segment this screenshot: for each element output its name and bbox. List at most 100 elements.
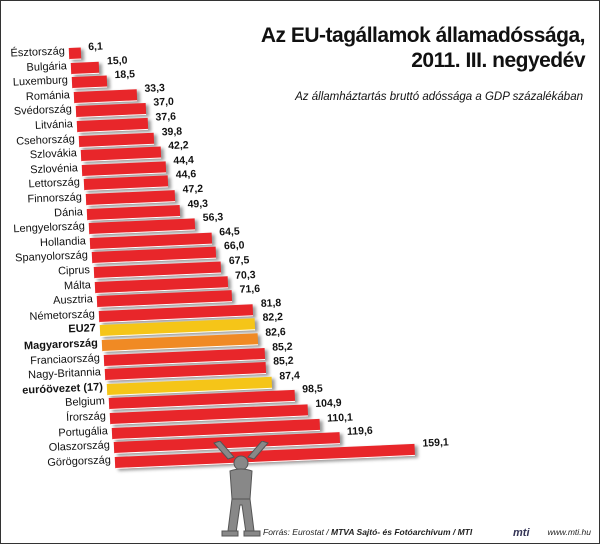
category-label: Észtország <box>10 45 66 60</box>
bar-row: Csehország 39,8 <box>16 125 182 149</box>
bar-row: Belgium 98,5 <box>64 383 323 411</box>
value-label: 85,2 <box>271 340 293 354</box>
bar-row: Hollandia 64,5 <box>40 225 240 251</box>
value-label: 85,2 <box>273 354 295 368</box>
bar-row: Franciaország 85,2 <box>30 340 293 368</box>
bar-row: Lengyelország 56,3 <box>13 211 223 236</box>
bar <box>75 103 146 119</box>
category-label: Nagy-Britannia <box>28 366 102 382</box>
bar <box>81 161 167 177</box>
bar <box>88 218 196 236</box>
bar <box>85 190 175 206</box>
bar-row: Svédország 37,0 <box>13 96 174 119</box>
bar-row: EU27 82,2 <box>68 311 284 338</box>
bar-row: Olaszország 119,6 <box>48 425 373 455</box>
source-credit: Forrás: Eurostat / MTVA Sajtó- és Fotóar… <box>263 527 472 537</box>
mti-logo: mti <box>513 527 530 539</box>
bar-row: Görögország 159,1 <box>47 436 449 470</box>
bar-row: Luxemburg 18,5 <box>13 68 136 90</box>
value-label: 33,3 <box>144 81 166 95</box>
category-label: Málta <box>64 278 92 292</box>
category-label: Finnország <box>26 191 82 206</box>
value-label: 44,4 <box>173 153 195 167</box>
value-label: 110,1 <box>326 411 353 425</box>
bar <box>80 146 161 163</box>
category-label: Románia <box>25 88 71 103</box>
category-label: Ausztria <box>52 293 94 308</box>
bar-row: Lettország 44,6 <box>28 168 196 192</box>
value-label: 44,6 <box>175 168 197 182</box>
bar-row: Ausztria 71,6 <box>53 283 260 309</box>
value-label: 47,2 <box>181 182 203 196</box>
bar-row: Spanyolország 66,0 <box>15 240 245 265</box>
category-label: Bulgária <box>25 59 67 74</box>
bar <box>72 75 108 90</box>
category-label: Magyarország <box>23 337 99 353</box>
bar-row: Magyarország 82,6 <box>24 326 286 353</box>
category-label: Lettország <box>28 176 80 191</box>
title-line-2: 2011. III. negyedév <box>411 49 585 72</box>
source-agency: MTVA Sajtó- és Fotóarchívum / MTI <box>331 527 473 537</box>
category-label: Belgium <box>64 395 105 410</box>
category-label: Írország <box>66 410 107 424</box>
category-label: Lengyelország <box>12 220 85 236</box>
category-label: Hollandia <box>40 234 87 249</box>
bar <box>83 175 169 192</box>
value-label: 87,4 <box>279 369 300 383</box>
category-label: Németország <box>28 307 95 323</box>
value-label: 6,1 <box>87 40 104 54</box>
category-label: Csehország <box>15 132 76 148</box>
value-label: 98,5 <box>301 383 323 396</box>
value-label: 70,3 <box>235 268 257 282</box>
value-label: 18,5 <box>114 68 136 82</box>
value-label: 119,6 <box>346 424 373 439</box>
value-label: 49,3 <box>187 197 209 211</box>
bar <box>78 132 155 148</box>
category-label: Olaszország <box>48 439 110 455</box>
bar-row: Németország 81,8 <box>29 297 281 324</box>
value-label: 42,2 <box>167 139 189 153</box>
bar-row: euróövezet (17) 87,4 <box>22 369 300 397</box>
category-label: EU27 <box>68 322 97 336</box>
category-label: Svédország <box>13 103 72 119</box>
bar-chart: Észtország 6,1 Bulgária 15,0 Luxemburg 18,5 Ro… <box>1 1 599 481</box>
bar <box>73 89 137 104</box>
category-label: euróövezet (17) <box>21 380 104 397</box>
value-label: 56,3 <box>202 211 224 225</box>
bar-row: Nagy-Britannia 85,2 <box>28 355 294 382</box>
bar-row: Dánia 49,3 <box>54 197 208 222</box>
bar-row: Bulgária 15,0 <box>26 54 127 76</box>
category-label: Ciprus <box>57 264 90 278</box>
category-label: Spanyolország <box>14 249 89 265</box>
bar <box>86 204 181 221</box>
bar-row: Litvánia 37,6 <box>35 111 176 134</box>
title-line-1: Az EU-tagállamok államadóssága, <box>260 24 586 47</box>
website-url[interactable]: www.mti.hu <box>547 527 591 537</box>
category-label: Litvánia <box>34 118 74 132</box>
value-label: 82,2 <box>262 311 284 325</box>
category-label: Dánia <box>54 205 84 220</box>
value-label: 104,9 <box>315 396 343 411</box>
category-label: Portugália <box>58 424 109 439</box>
category-label: Luxemburg <box>12 74 69 89</box>
value-label: 39,8 <box>161 125 183 138</box>
value-label: 82,6 <box>265 325 287 339</box>
bar-row: Szlovénia 44,4 <box>30 154 194 178</box>
bar-row: Szlovákia 42,2 <box>29 139 188 163</box>
value-label: 159,1 <box>422 436 450 450</box>
category-label: Szlovákia <box>29 147 77 162</box>
bar <box>70 61 100 75</box>
source-prefix: Forrás: Eurostat / <box>263 527 332 537</box>
value-label: 15,0 <box>106 54 128 68</box>
bar-row: Portugália 110,1 <box>58 411 353 441</box>
value-label: 37,0 <box>152 96 174 109</box>
category-label: Görögország <box>47 453 112 469</box>
value-label: 71,6 <box>239 283 261 296</box>
value-label: 64,5 <box>219 225 241 239</box>
value-label: 81,8 <box>260 296 282 310</box>
bar-row: Észtország 6,1 <box>10 41 103 61</box>
bar-row: Írország 104,9 <box>66 397 342 426</box>
bar-row: Ciprus 67,5 <box>58 254 249 280</box>
category-label: Szlovénia <box>30 161 79 177</box>
